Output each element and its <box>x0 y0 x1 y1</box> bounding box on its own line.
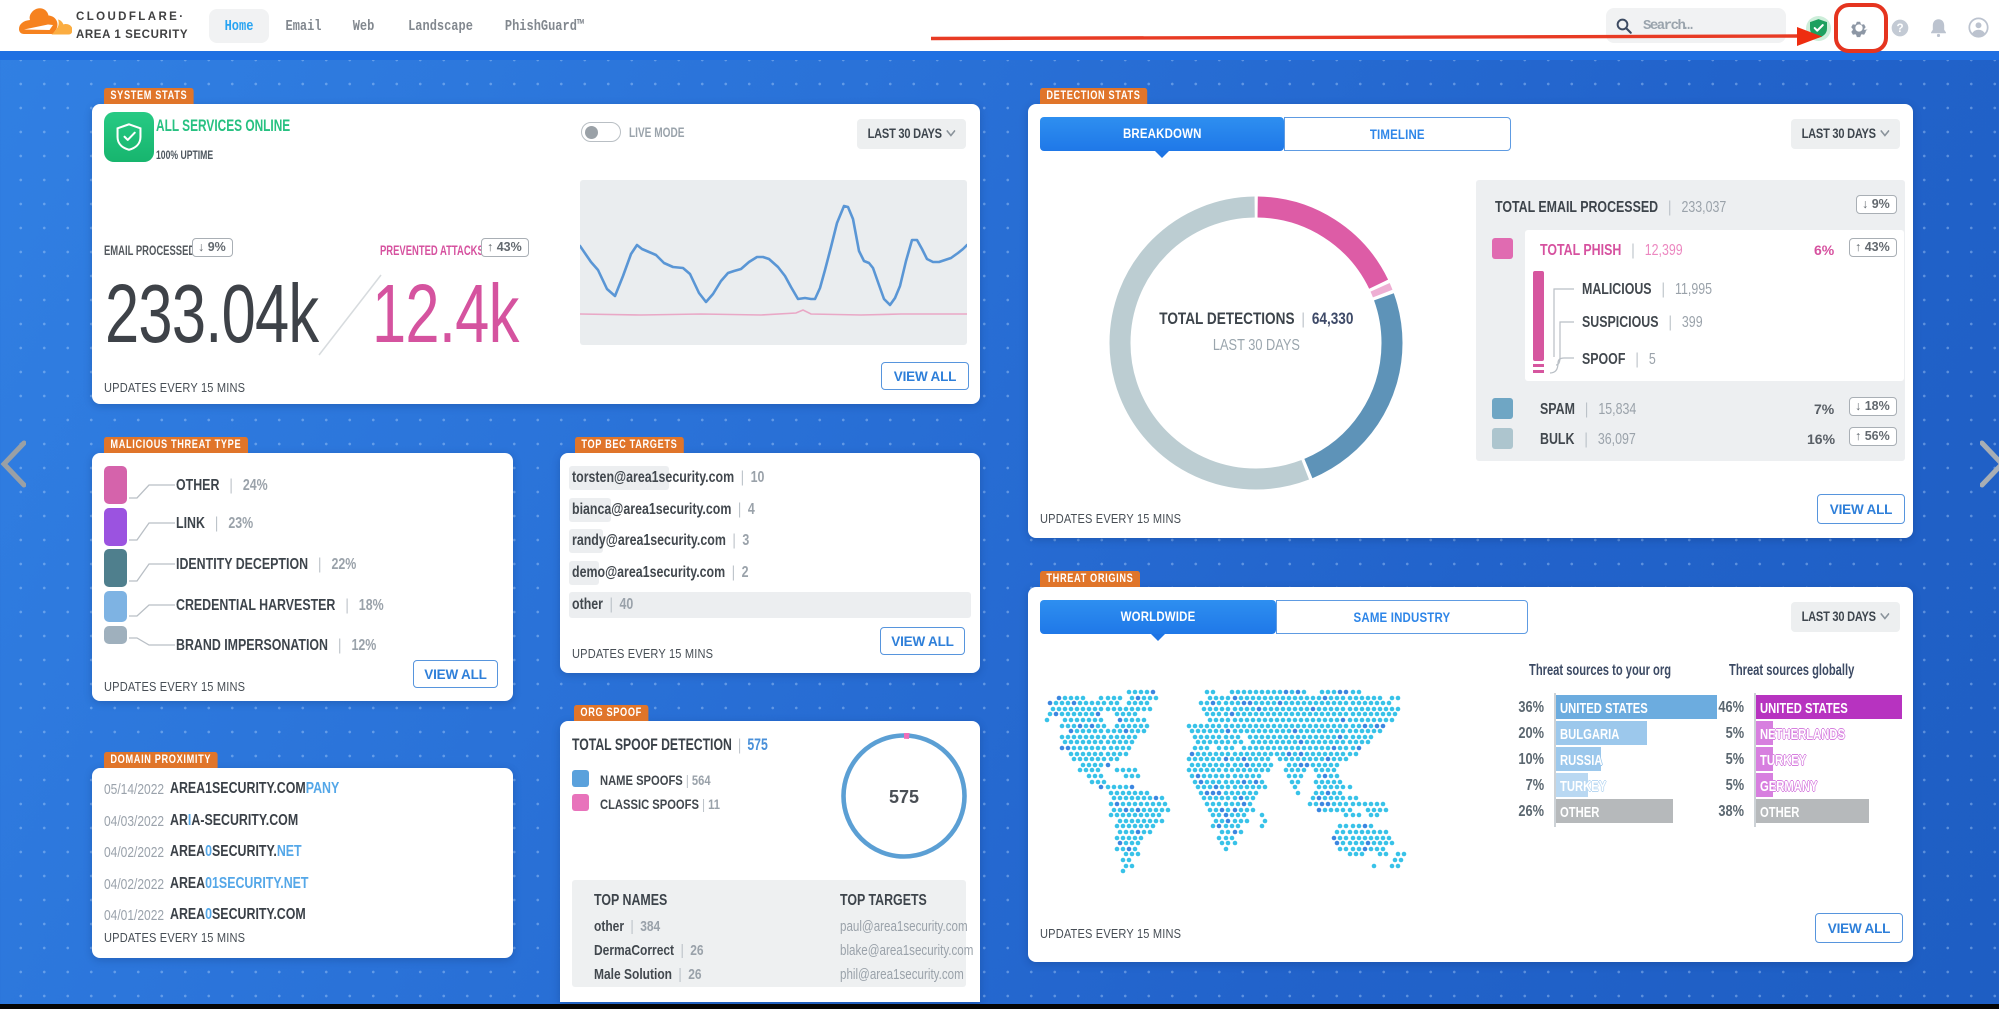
svg-text:?: ? <box>1896 22 1903 35</box>
svg-text:575: 575 <box>889 787 919 807</box>
